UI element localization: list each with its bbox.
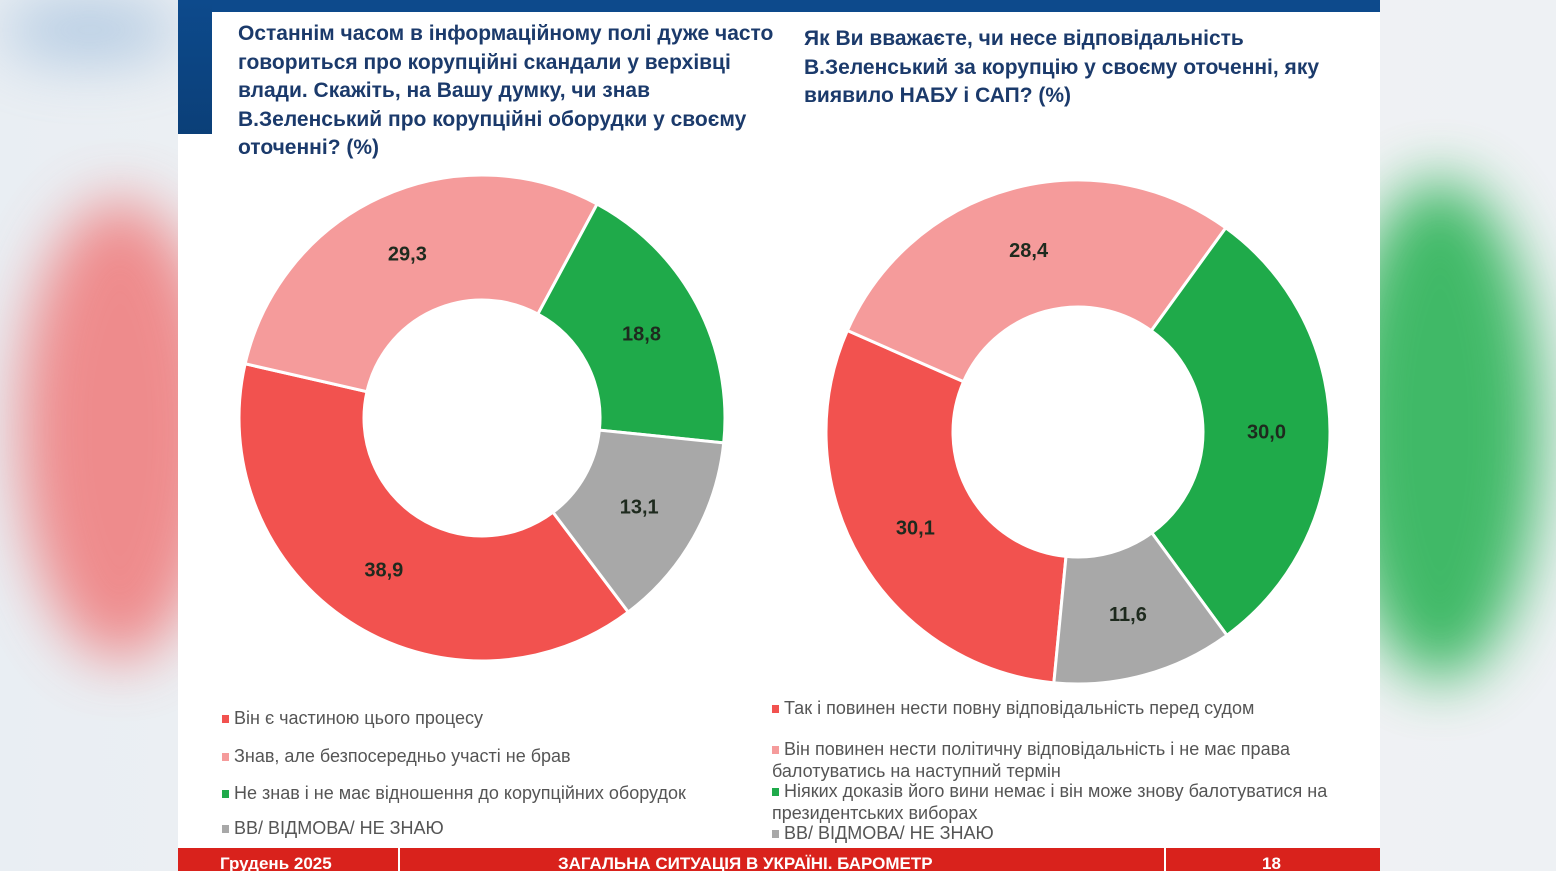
legend-label: Так і повинен нести повну відповідальніс…	[784, 698, 1255, 718]
legend-swatch	[222, 753, 229, 762]
footer-date: Грудень 2025	[220, 854, 332, 871]
footer-page-number: 18	[1262, 854, 1281, 871]
donut-slice	[845, 178, 1228, 384]
side-accent	[178, 0, 212, 134]
chart-1-title: Останнім часом в інформаційному полі дуж…	[238, 22, 774, 159]
legend-item: Він є частиною цього процесу	[222, 707, 483, 729]
legend-swatch	[772, 788, 779, 797]
donut-slice	[535, 201, 727, 445]
legend-swatch	[772, 746, 779, 755]
legend-label: Ніяких доказів його вини немає і він мож…	[772, 781, 1328, 823]
legend-item: Так і повинен нести повну відповідальніс…	[772, 697, 1254, 719]
donut-charts: 38,9 29,3 18,8 13,1 30,1 28,4 30,0 11,6	[237, 173, 1332, 686]
data-label: 30,1	[896, 517, 935, 539]
chart-2-title: Як Ви вважаєте, чи несе відповідальність…	[804, 27, 1320, 107]
donut-slice	[1149, 225, 1332, 638]
data-label: 29,3	[388, 244, 427, 266]
donut-slice	[824, 328, 1068, 685]
legend-swatch	[222, 825, 229, 834]
footer-title: ЗАГАЛЬНА СИТУАЦІЯ В УКРАЇНІ. БАРОМЕТР	[558, 854, 933, 871]
legend-label: Він повинен нести політичну відповідальн…	[772, 739, 1290, 781]
donut-slice	[243, 173, 600, 394]
legend-label: ВВ/ ВІДМОВА/ НЕ ЗНАЮ	[784, 823, 994, 843]
data-label: 13,1	[620, 497, 659, 519]
legend-item: ВВ/ ВІДМОВА/ НЕ ЗНАЮ	[772, 822, 994, 844]
top-bar	[178, 0, 1380, 12]
legend-label: ВВ/ ВІДМОВА/ НЕ ЗНАЮ	[234, 818, 444, 838]
legend-swatch	[772, 830, 779, 839]
legend-label: Знав, але безпосередньо участі не брав	[234, 746, 571, 766]
legend-label: Не знав і не має відношення до корупційн…	[234, 783, 686, 803]
data-label: 18,8	[622, 323, 661, 345]
legend-swatch	[222, 715, 229, 724]
slide: Останнім часом в інформаційному полі дуж…	[178, 0, 1380, 871]
data-label: 38,9	[364, 559, 403, 581]
donut-slice	[237, 361, 631, 663]
legend-item: Ніяких доказів його вини немає і він мож…	[772, 780, 1372, 824]
donut-slice	[1052, 530, 1229, 686]
footer-bar: Грудень 2025 ЗАГАЛЬНА СИТУАЦІЯ В УКРАЇНІ…	[178, 848, 1380, 871]
footer-divider	[398, 848, 400, 871]
donut-slice	[550, 428, 726, 615]
background-blur	[0, 0, 180, 60]
data-label: 11,6	[1109, 604, 1147, 626]
legend-swatch	[772, 705, 779, 714]
legend-item: ВВ/ ВІДМОВА/ НЕ ЗНАЮ	[222, 817, 444, 839]
legend-swatch	[222, 790, 229, 799]
legend-item: Він повинен нести політичну відповідальн…	[772, 738, 1352, 782]
data-label: 28,4	[1009, 240, 1049, 262]
legend-item: Знав, але безпосередньо участі не брав	[222, 745, 571, 767]
legend-label: Він є частиною цього процесу	[234, 708, 484, 728]
footer-divider	[1164, 848, 1166, 871]
data-label: 30,0	[1247, 421, 1286, 443]
legend-item: Не знав і не має відношення до корупційн…	[222, 782, 686, 804]
